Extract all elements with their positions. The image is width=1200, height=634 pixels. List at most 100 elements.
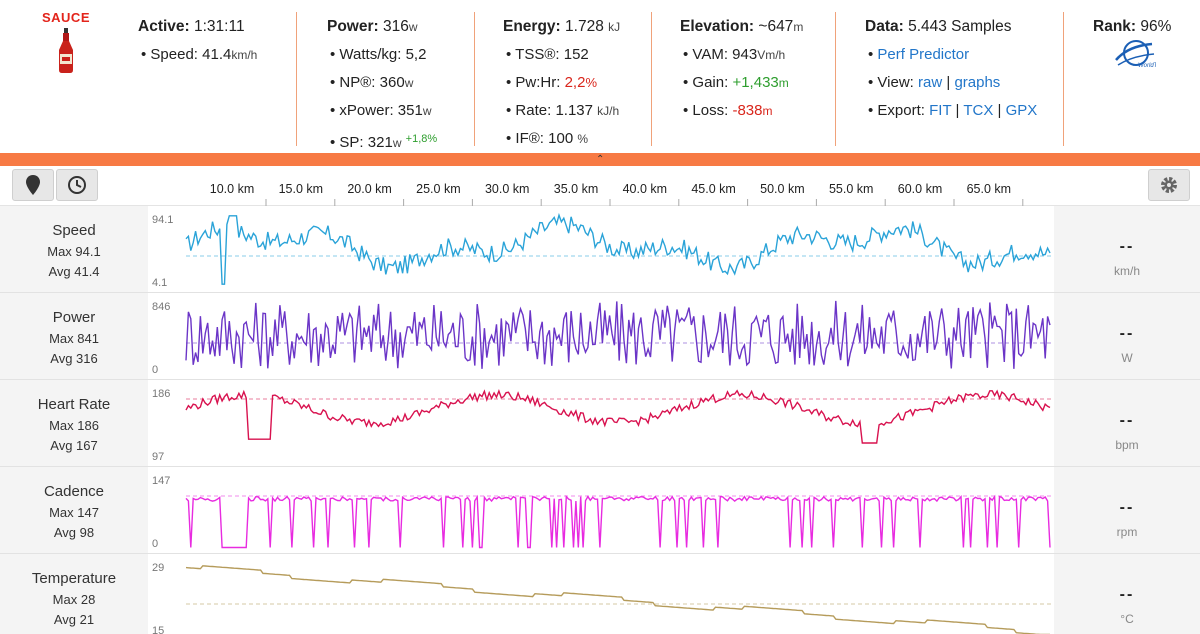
graph-plot[interactable]: 29 15	[148, 554, 1054, 634]
graph-readout-panel: -- km/h	[1054, 206, 1200, 292]
export-tcx-link[interactable]: TCX	[963, 102, 994, 119]
y-min-label: 0	[152, 538, 159, 550]
divider	[296, 12, 297, 146]
x-tick-label: 25.0 km	[416, 182, 460, 196]
graph-row-speed: Speed Max 94.1 Avg 41.4 94.1 4.1 -- km/h	[0, 206, 1200, 292]
speed-stat: • Speed: 41.4km/h	[141, 46, 258, 63]
graph-unit: bpm	[1115, 438, 1139, 452]
collapse-icon[interactable]: ⌃	[596, 154, 605, 165]
header-collapse-bar[interactable]: ⌃	[0, 153, 1200, 166]
graph-max: Max 186	[49, 418, 99, 433]
divider	[1063, 12, 1064, 146]
graph-readout-panel: -- W	[1054, 293, 1200, 379]
graph-label-panel: Temperature Max 28 Avg 21	[0, 554, 148, 634]
export-fit-link[interactable]: FIT	[929, 102, 952, 119]
rank-stat: Rank: 96%	[1093, 18, 1172, 35]
divider	[474, 12, 475, 146]
x-tick-label: 60.0 km	[898, 182, 942, 196]
xpower-stat: • xPower: 351w	[330, 102, 432, 119]
y-max-label: 846	[152, 301, 171, 313]
vam-stat: • VAM: 943Vm/h	[683, 46, 786, 63]
graph-max: Max 28	[52, 592, 96, 607]
y-min-label: 15	[152, 625, 165, 634]
gear-icon	[1161, 177, 1177, 193]
x-tick-label: 45.0 km	[691, 182, 735, 196]
graph-readout-value: --	[1119, 499, 1135, 516]
export-row: • Export: FIT | TCX | GPX	[868, 102, 1038, 119]
clock-icon	[68, 176, 86, 194]
pwhr-stat: • Pw:Hr: 2,2%	[506, 74, 598, 91]
graph-unit: km/h	[1113, 264, 1140, 278]
graph-unit: °C	[1120, 612, 1134, 626]
rank-column: Rank: 96%	[1093, 13, 1171, 41]
graph-settings-button[interactable]	[1148, 169, 1190, 201]
y-max-label: 147	[152, 475, 171, 487]
graph-max: Max 147	[49, 505, 99, 520]
graph-title: Cadence	[43, 483, 105, 500]
graph-max: Max 841	[49, 331, 99, 346]
y-min-label: 4.1	[152, 277, 168, 289]
graph-unit: rpm	[1116, 525, 1138, 539]
data-stat: Data: 5.443 Samples	[865, 18, 1012, 35]
graph-avg: Avg 167	[50, 438, 98, 453]
graph-toolbar: 10.0 km 15.0 km 20.0 km 25.0 km 30.0 km 35.0 …	[0, 166, 1200, 206]
gain-stat: • Gain: +1,433m	[683, 74, 789, 91]
energy-column: Energy: 1.728 kJ • TSS®: 152 • Pw:Hr: 2,…	[503, 13, 620, 153]
graph-avg: Avg 21	[53, 612, 95, 627]
power-stat: Power: 316w	[327, 18, 418, 35]
series-line	[185, 565, 1050, 634]
export-gpx-link[interactable]: GPX	[1005, 102, 1038, 119]
sauce-logo: SAUCE	[40, 10, 92, 79]
graph-title: Heart Rate	[37, 396, 111, 413]
graph-label-panel: Speed Max 94.1 Avg 41.4	[0, 206, 148, 292]
data-column: Data: 5.443 Samples • Perf Predictor • V…	[865, 13, 1037, 125]
graph-plot[interactable]: 94.1 4.1	[148, 206, 1054, 292]
svg-text:WorldTour: WorldTour	[1138, 63, 1156, 69]
x-tick-label: 55.0 km	[829, 182, 873, 196]
graph-label-panel: Heart Rate Max 186 Avg 167	[0, 380, 148, 466]
graph-readout-value: --	[1119, 412, 1135, 429]
perf-predictor-row: • Perf Predictor	[868, 46, 970, 63]
if-stat: • IF®: 100 %	[506, 130, 589, 147]
distance-mode-button[interactable]	[12, 169, 54, 201]
divider	[651, 12, 652, 146]
series-line	[185, 212, 1051, 285]
divider	[835, 12, 836, 146]
graph-readout-panel: -- rpm	[1054, 467, 1200, 553]
graph-plot[interactable]: 147 0	[148, 467, 1054, 553]
series-line	[185, 494, 1051, 549]
graph-svg	[185, 300, 1054, 369]
wkg-stat: • Watts/kg: 5,2	[330, 46, 427, 63]
series-line	[185, 388, 1051, 444]
stats-header: SAUCE Active: 1:31:11 • Speed: 41.4km/h …	[0, 0, 1200, 153]
sauce-bottle-icon	[59, 28, 73, 73]
sp-stat: • SP: 321w +1,8%	[330, 133, 438, 151]
loss-stat: • Loss: -838m	[683, 102, 773, 119]
x-tick-label: 30.0 km	[485, 182, 529, 196]
x-tick-label: 15.0 km	[279, 182, 323, 196]
rate-stat: • Rate: 1.137 kJ/h	[506, 102, 620, 119]
graph-plot[interactable]: 846 0	[148, 293, 1054, 379]
time-mode-button[interactable]	[56, 169, 98, 201]
graph-plot[interactable]: 186 97	[148, 380, 1054, 466]
y-min-label: 97	[152, 451, 165, 463]
graph-svg	[185, 494, 1054, 549]
graph-svg	[185, 388, 1054, 444]
distance-axis: 10.0 km 15.0 km 20.0 km 25.0 km 30.0 km 35.0 …	[210, 182, 1024, 206]
map-pin-icon	[26, 175, 40, 195]
view-raw-link[interactable]: raw	[918, 74, 943, 91]
active-stat: Active: 1:31:11	[138, 18, 245, 35]
np-stat: • NP®: 360w	[330, 74, 414, 91]
graph-row-temperature: Temperature Max 28 Avg 21 29 15 -- °C	[0, 554, 1200, 634]
graph-readout-value: --	[1119, 238, 1135, 255]
elevation-stat: Elevation: ~647m	[680, 18, 804, 35]
graph-row-heart-rate: Heart Rate Max 186 Avg 167 186 97 -- bpm	[0, 380, 1200, 466]
graph-title: Speed	[52, 222, 96, 239]
perf-predictor-link[interactable]: Perf Predictor	[877, 46, 970, 63]
graph-unit: W	[1121, 351, 1133, 365]
graph-svg	[185, 212, 1054, 285]
view-graphs-link[interactable]: graphs	[954, 74, 1001, 91]
graph-label-panel: Cadence Max 147 Avg 98	[0, 467, 148, 553]
x-tick-label: 40.0 km	[623, 182, 667, 196]
graph-avg: Avg 41.4	[48, 264, 100, 279]
